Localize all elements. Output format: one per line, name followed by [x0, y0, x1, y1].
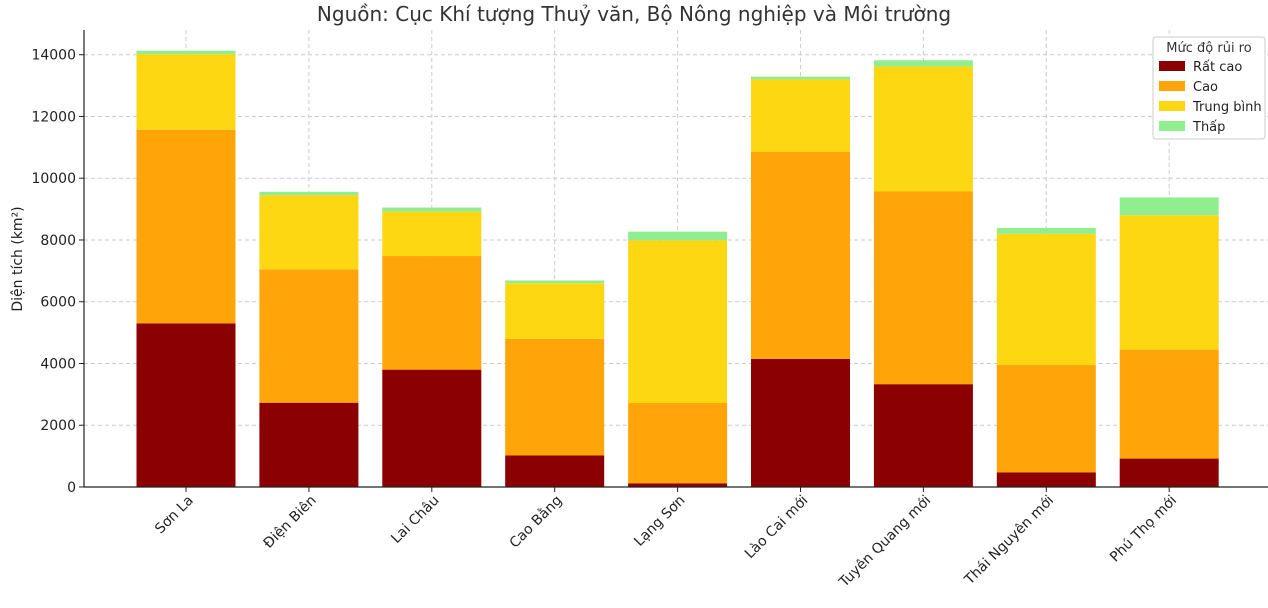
bar-segment — [382, 211, 482, 257]
bar-segment — [873, 384, 973, 487]
x-tick-label: Điện Biên — [261, 493, 320, 552]
bar-segment — [136, 323, 236, 487]
y-axis-label: Diện tích (km²) — [10, 206, 26, 311]
bar-segment — [996, 472, 1096, 487]
x-tick-label: Lào Cai mới — [742, 493, 811, 562]
x-tick-labels: Sơn La Điện Biên Lai Châu Cao Bằng Lạng Sơn L… — [152, 487, 1180, 591]
x-tick-label: Tuyên Quang mới — [836, 493, 934, 591]
bar-segment — [1119, 349, 1219, 459]
y-tick-label: 12000 — [31, 109, 76, 125]
bar-segment — [751, 79, 850, 152]
bar-segment — [628, 403, 728, 484]
bar-segment — [1119, 197, 1219, 216]
x-tick-label: Cao Bằng — [506, 492, 566, 552]
bars — [136, 50, 1219, 487]
bar-segment — [259, 191, 359, 196]
x-tick-label: Lạng Sơn — [631, 493, 688, 550]
legend-swatch — [1159, 61, 1185, 71]
bar-segment — [382, 207, 482, 212]
legend-label: Trung bình — [1192, 100, 1262, 115]
bar-segment — [996, 365, 1096, 473]
bar-segment — [505, 283, 605, 339]
legend: Mức độ rủi ro Rất cao Cao Trung bình Thấp — [1152, 36, 1266, 140]
chart-subtitle: Nguồn: Cục Khí tượng Thuỷ văn, Bộ Nông n… — [316, 2, 952, 26]
bar-segment — [136, 54, 236, 130]
bar-segment — [628, 231, 728, 241]
y-tick-label: 6000 — [40, 295, 76, 311]
bar-segment — [259, 195, 359, 270]
legend-label: Thấp — [1192, 120, 1225, 135]
y-tick-label: 10000 — [31, 171, 76, 187]
x-tick-label: Phú Thọ mới — [1107, 493, 1180, 566]
x-tick-label: Sơn La — [152, 493, 197, 538]
bar-segment — [628, 483, 728, 487]
bar-segment — [136, 129, 236, 324]
y-tick-label: 4000 — [40, 356, 76, 372]
y-tick-label: 8000 — [40, 233, 76, 249]
legend-swatch — [1159, 81, 1185, 91]
bar-segment — [382, 256, 482, 370]
x-tick-label: Lai Châu — [388, 493, 442, 547]
legend-title: Mức độ rủi ro — [1166, 41, 1251, 56]
bar-segment — [259, 269, 359, 403]
bar-segment — [751, 76, 850, 80]
bar-segment — [996, 227, 1096, 234]
y-tick-labels: 0 2000 4000 6000 8000 10000 12000 14000 — [31, 48, 84, 496]
bar-segment — [382, 369, 482, 487]
x-tick-label: Thái Nguyên mới — [961, 493, 1057, 589]
y-tick-label: 2000 — [40, 418, 76, 434]
bar-segment — [1119, 215, 1219, 350]
legend-label: Rất cao — [1193, 60, 1242, 75]
bar-segment — [505, 455, 605, 487]
legend-swatch — [1159, 121, 1185, 131]
legend-label: Cao — [1193, 80, 1218, 95]
y-tick-label: 14000 — [31, 48, 76, 64]
bar-segment — [751, 358, 850, 487]
y-tick-label: 0 — [67, 480, 76, 496]
bar-segment — [628, 240, 728, 404]
bar-segment — [505, 280, 605, 284]
bar-segment — [873, 66, 973, 192]
bar-segment — [259, 402, 359, 487]
bar-segment — [505, 338, 605, 456]
axes — [83, 30, 1268, 488]
bar-segment — [136, 50, 236, 55]
bar-segment — [873, 60, 973, 67]
bar-segment — [1119, 458, 1219, 487]
legend-swatch — [1159, 101, 1185, 111]
bar-segment — [751, 151, 850, 359]
bar-segment — [873, 191, 973, 385]
bar-segment — [996, 233, 1096, 366]
